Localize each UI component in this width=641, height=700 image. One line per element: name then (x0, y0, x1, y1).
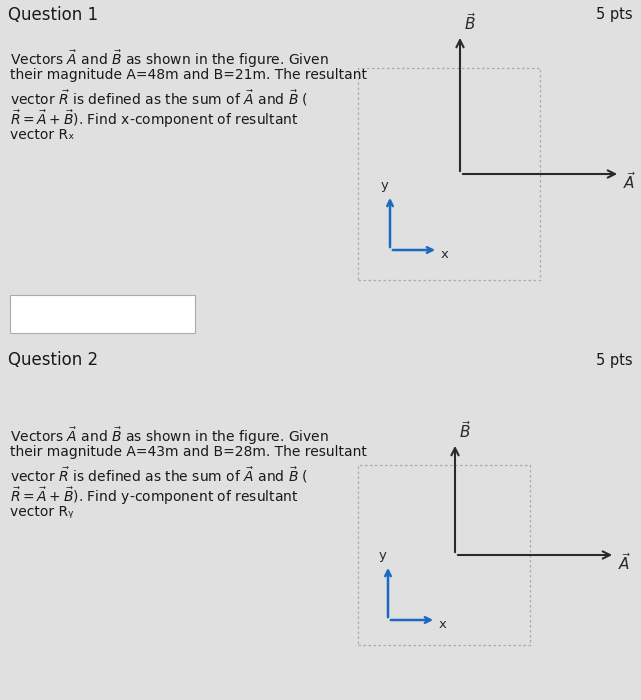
Text: $\vec{B}$: $\vec{B}$ (464, 12, 476, 33)
Text: Vectors $\vec{A}$ and $\vec{B}$ as shown in the figure. Given: Vectors $\vec{A}$ and $\vec{B}$ as shown… (10, 48, 329, 69)
Text: vector Rₓ: vector Rₓ (10, 128, 74, 142)
Text: $\vec{A}$: $\vec{A}$ (618, 552, 631, 573)
Text: $\vec{R} = \vec{A} + \vec{B}$). Find x-component of resultant: $\vec{R} = \vec{A} + \vec{B}$). Find x-c… (10, 108, 299, 130)
Text: Question 2: Question 2 (8, 351, 98, 369)
Text: vector Rᵧ: vector Rᵧ (10, 505, 73, 519)
Text: Vectors $\vec{A}$ and $\vec{B}$ as shown in the figure. Given: Vectors $\vec{A}$ and $\vec{B}$ as shown… (10, 425, 329, 447)
Text: x: x (441, 248, 449, 262)
Text: their magnitude A=43m and B=28m. The resultant: their magnitude A=43m and B=28m. The res… (10, 445, 367, 459)
Bar (10, 295, 195, 333)
Text: y: y (381, 179, 389, 192)
Text: vector $\vec{R}$ is defined as the sum of $\vec{A}$ and $\vec{B}$ (: vector $\vec{R}$ is defined as the sum o… (10, 465, 308, 484)
Text: 5 pts: 5 pts (596, 8, 633, 22)
Text: Question 1: Question 1 (8, 6, 98, 24)
Text: $\vec{R} = \vec{A} + \vec{B}$). Find y-component of resultant: $\vec{R} = \vec{A} + \vec{B}$). Find y-c… (10, 485, 299, 507)
Text: $\vec{B}$: $\vec{B}$ (459, 420, 471, 441)
Text: x: x (439, 619, 447, 631)
Text: y: y (379, 549, 387, 562)
Text: their magnitude A=48m and B=21m. The resultant: their magnitude A=48m and B=21m. The res… (10, 68, 367, 82)
Text: $\vec{A}$: $\vec{A}$ (623, 172, 637, 193)
Text: 5 pts: 5 pts (596, 353, 633, 368)
Text: vector $\vec{R}$ is defined as the sum of $\vec{A}$ and $\vec{B}$ (: vector $\vec{R}$ is defined as the sum o… (10, 88, 308, 108)
